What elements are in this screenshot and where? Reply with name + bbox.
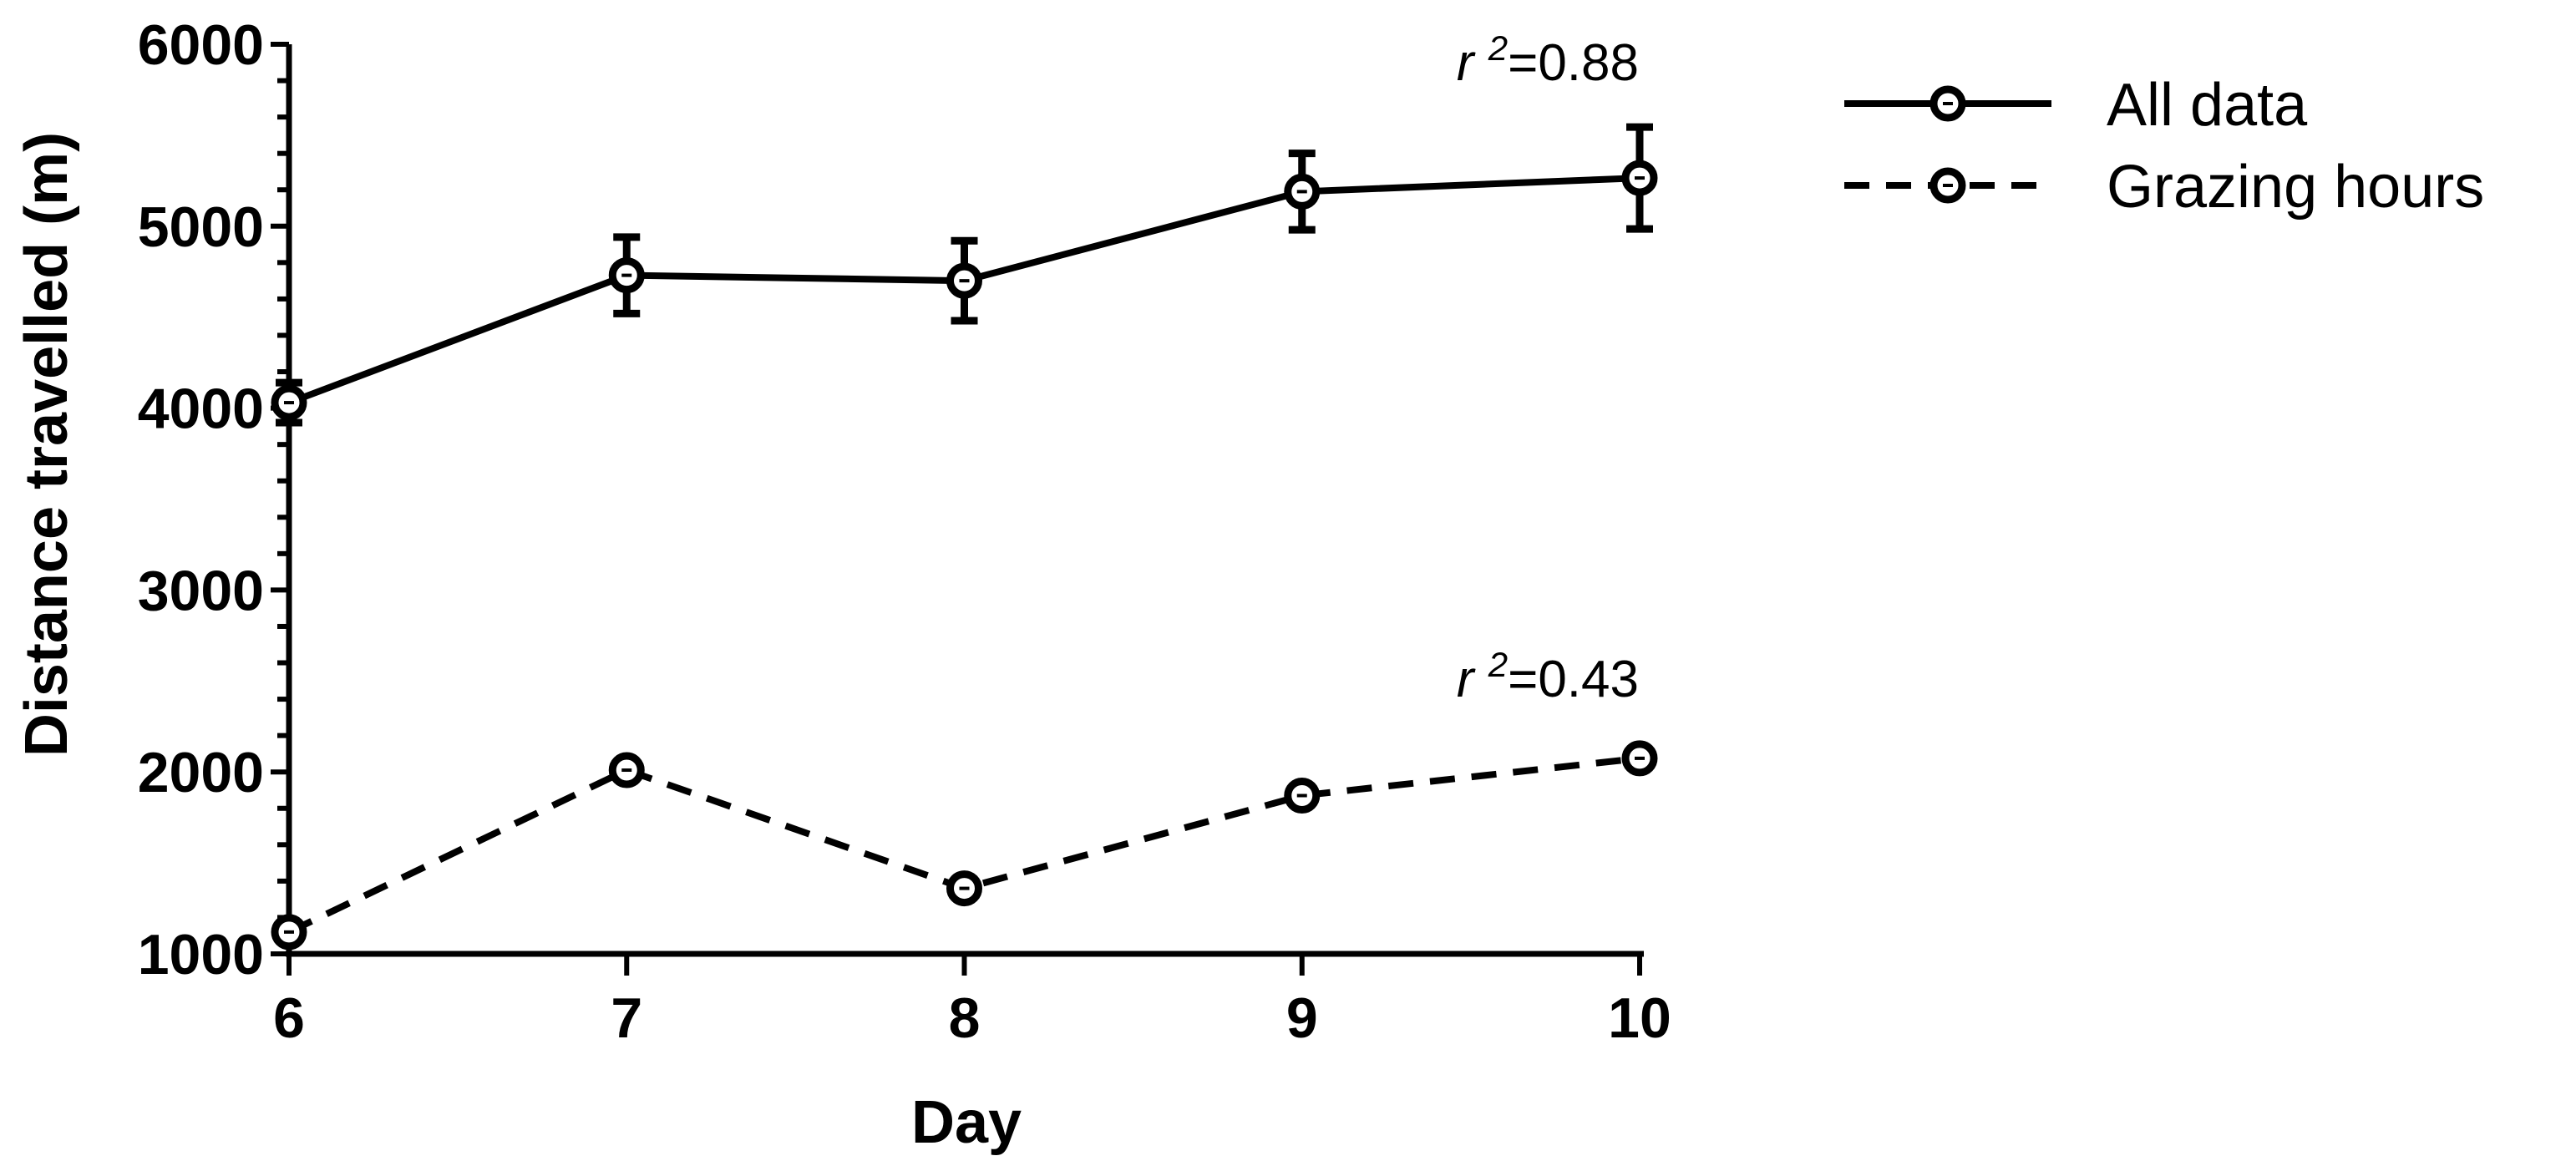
superscript: 2 bbox=[1488, 645, 1508, 684]
y-tick-label: 2000 bbox=[138, 741, 264, 804]
x-tick-label: 8 bbox=[949, 986, 981, 1050]
y-ticks: 1000 2000 3000 4000 5000 6000 bbox=[138, 13, 289, 986]
x-axis-title: Day bbox=[911, 1089, 1022, 1156]
plot-area bbox=[271, 123, 1658, 951]
legend: All data Grazing hours bbox=[1844, 72, 2484, 221]
r-squared-value: =0.88 bbox=[1508, 34, 1639, 92]
r-squared-value: =0.43 bbox=[1508, 651, 1639, 708]
x-ticks: 6 7 8 9 10 bbox=[273, 954, 1671, 1050]
x-tick-label: 10 bbox=[1608, 986, 1671, 1050]
superscript: 2 bbox=[1488, 28, 1508, 68]
series-grazing-hours bbox=[271, 740, 1658, 951]
r-symbol: r bbox=[1457, 651, 1488, 708]
x-tick-label: 7 bbox=[611, 986, 642, 1050]
y-tick-label: 3000 bbox=[138, 559, 264, 622]
r-squared-annotation: r 2=0.43 bbox=[1457, 645, 1639, 708]
r-symbol: r bbox=[1457, 34, 1488, 92]
y-tick-label: 5000 bbox=[138, 195, 264, 259]
y-tick-label: 1000 bbox=[138, 923, 264, 986]
x-tick-label: 6 bbox=[273, 986, 305, 1050]
legend-item: All data bbox=[1844, 72, 2308, 139]
x-tick-label: 9 bbox=[1286, 986, 1318, 1050]
legend-item: Grazing hours bbox=[1844, 154, 2484, 221]
y-axis-title: Distance travelled (m) bbox=[13, 132, 80, 757]
r-squared-annotation: r 2=0.88 bbox=[1457, 28, 1639, 92]
annotations: r 2=0.88r 2=0.43 bbox=[1457, 28, 1639, 708]
legend-label: Grazing hours bbox=[2107, 154, 2484, 221]
legend-label: All data bbox=[2107, 72, 2308, 139]
series-all-data bbox=[271, 123, 1658, 427]
y-tick-label: 6000 bbox=[138, 13, 264, 77]
y-tick-label: 4000 bbox=[138, 378, 264, 441]
